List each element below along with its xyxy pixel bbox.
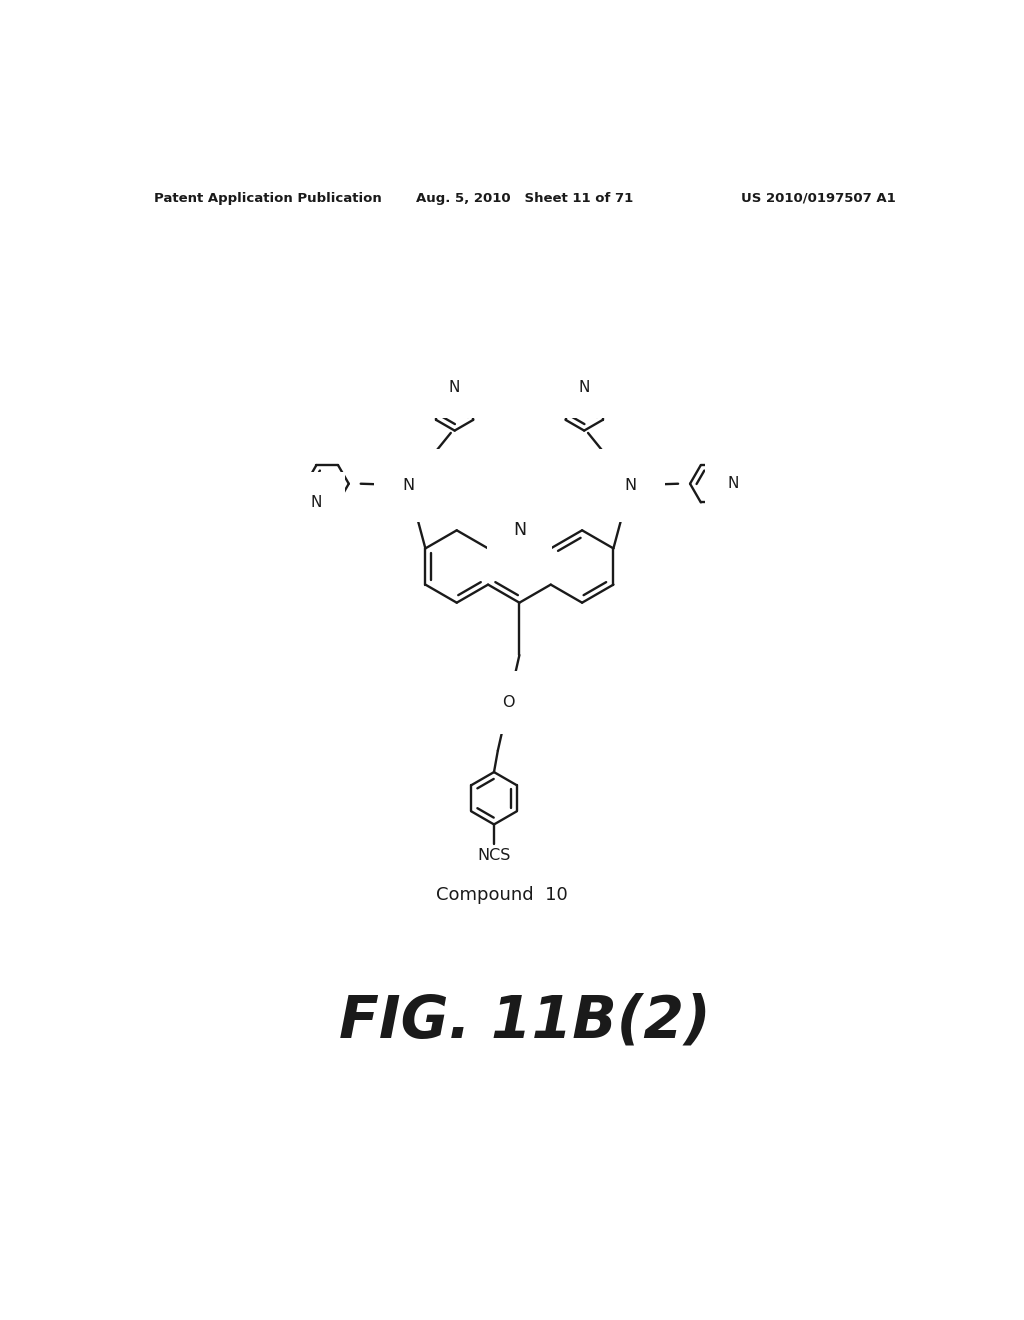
Text: N: N: [513, 521, 526, 540]
Text: Aug. 5, 2010   Sheet 11 of 71: Aug. 5, 2010 Sheet 11 of 71: [416, 191, 634, 205]
Text: N: N: [402, 478, 415, 492]
Text: Patent Application Publication: Patent Application Publication: [154, 191, 381, 205]
Text: US 2010/0197507 A1: US 2010/0197507 A1: [741, 191, 896, 205]
Text: N: N: [449, 380, 461, 395]
Text: N: N: [727, 477, 739, 491]
Text: Compound  10: Compound 10: [436, 886, 567, 904]
Text: FIG. 11B(2): FIG. 11B(2): [339, 993, 711, 1049]
Text: N: N: [625, 478, 637, 492]
Text: O: O: [503, 696, 515, 710]
Text: N: N: [310, 495, 323, 510]
Text: N: N: [579, 380, 590, 395]
Text: NCS: NCS: [477, 847, 511, 862]
